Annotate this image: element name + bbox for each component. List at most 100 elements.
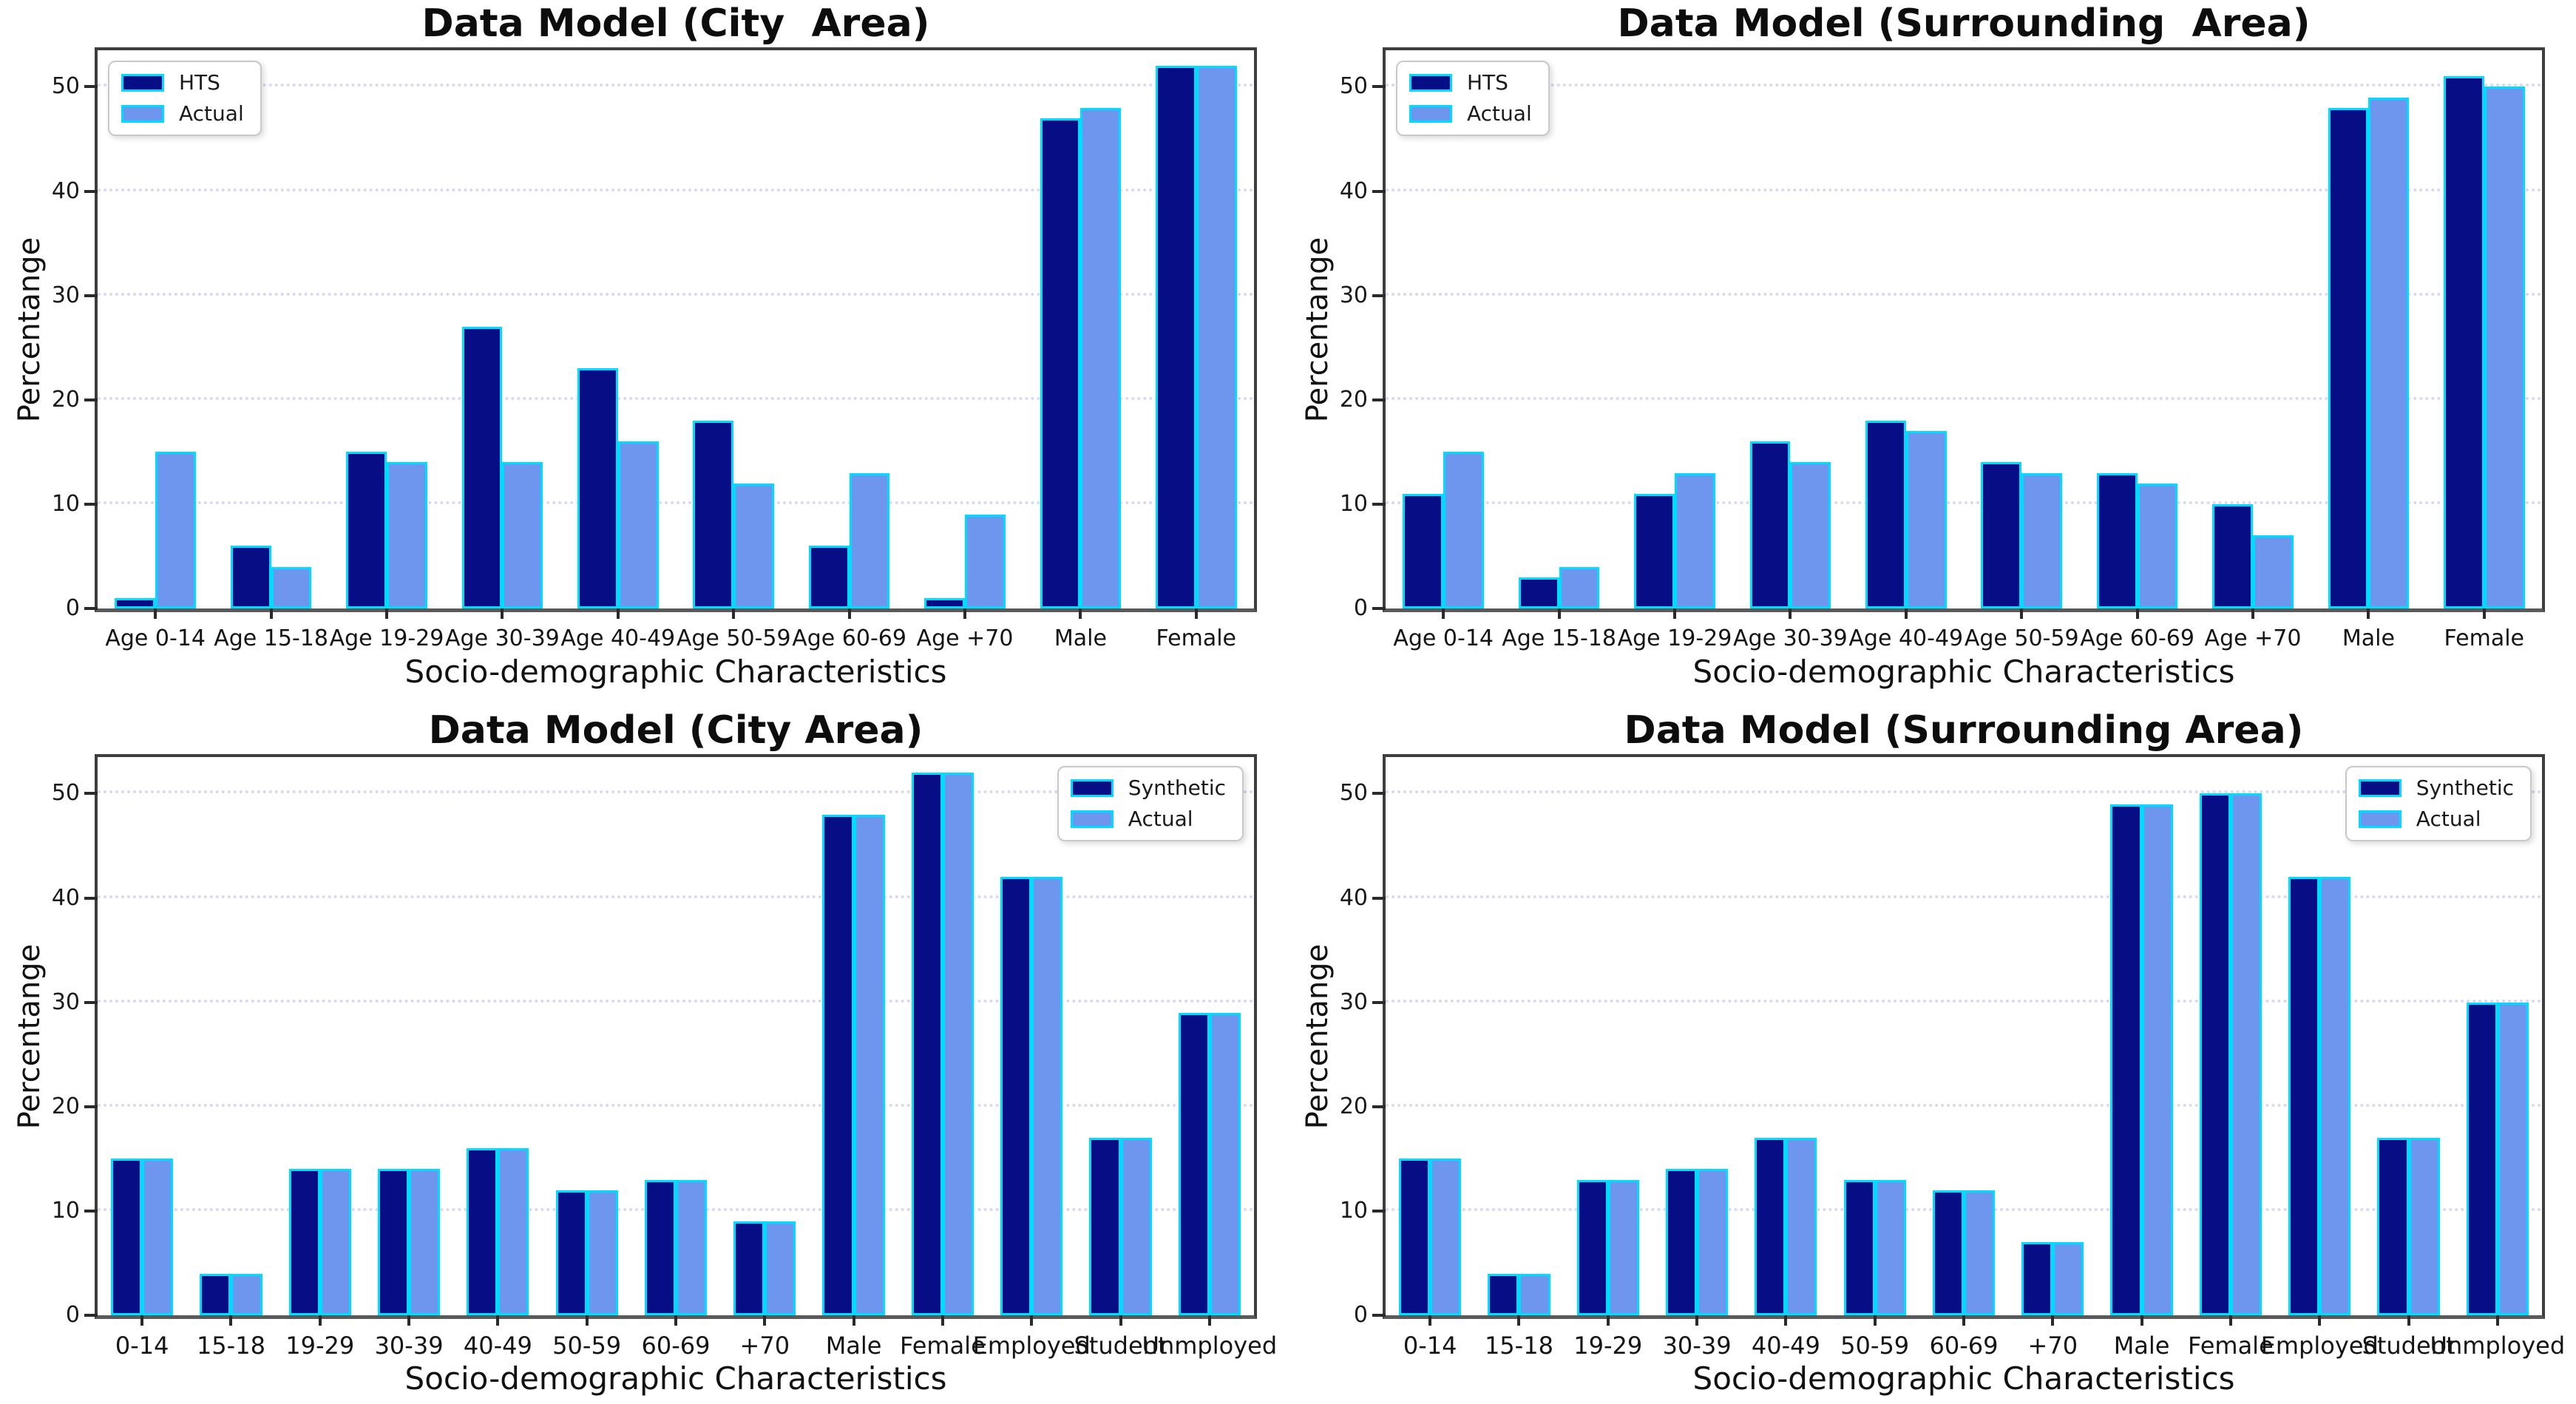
bar-group: Male — [809, 757, 898, 1359]
x-tick-label: 50-59 — [1840, 1332, 1910, 1360]
x-tick-label: 19-29 — [1573, 1332, 1643, 1360]
y-tick-label: 50 — [51, 73, 80, 100]
bar-actual — [1443, 452, 1484, 608]
bar-group: +70 — [2008, 757, 2097, 1359]
y-tick-label: 10 — [51, 1197, 80, 1224]
x-tick-mark — [963, 608, 966, 619]
bar-actual — [2230, 793, 2262, 1315]
x-tick-label: Age 30-39 — [445, 625, 560, 651]
x-tick-label: 50-59 — [552, 1332, 622, 1360]
bar-group: 40-49 — [453, 757, 542, 1359]
gridline-30 — [98, 292, 1254, 296]
legend-swatch-hts — [121, 74, 164, 92]
bar-actual — [1874, 1179, 1906, 1315]
bar-actual — [733, 483, 774, 608]
x-tick-mark — [407, 1315, 411, 1326]
x-tick-mark — [1442, 608, 1445, 619]
bar-hts — [2212, 503, 2253, 608]
bar-group: Employed — [2261, 757, 2379, 1359]
bar-hts — [1749, 441, 1791, 608]
y-tick-label: 40 — [51, 884, 80, 911]
y-tick-label: 20 — [1339, 1093, 1368, 1119]
bar-hts — [2444, 76, 2484, 608]
x-tick-mark — [1873, 1315, 1877, 1326]
y-tick-mark — [84, 896, 98, 900]
bar-actual — [1790, 462, 1831, 608]
bar-group: Male — [2097, 757, 2186, 1359]
x-tick-label: Male — [825, 1332, 882, 1360]
bar-group: 19-29 — [1564, 757, 1653, 1359]
x-tick-label: Age 19-29 — [1617, 625, 1732, 651]
chart-surrounding-area-age: Data Model (Surrounding Area) Percentang… — [1288, 0, 2576, 702]
y-tick-mark — [1372, 1314, 1386, 1317]
bar-synthetic — [111, 1159, 143, 1315]
bar-hts — [346, 452, 387, 608]
bar-group: Male — [2311, 50, 2426, 651]
bar-actual — [964, 515, 1006, 608]
bar-group: 60-69 — [631, 757, 720, 1359]
bar-hts — [1981, 462, 2022, 608]
bar-actual — [2137, 483, 2178, 608]
bar-group: Age 30-39 — [1732, 50, 1848, 651]
y-tick-mark — [84, 85, 98, 89]
x-tick-mark — [585, 1315, 589, 1326]
y-tick-mark — [1372, 1105, 1386, 1108]
bar-actual — [1697, 1169, 1729, 1315]
bar-actual — [586, 1190, 618, 1315]
legend: HTS Actual — [1396, 61, 1550, 136]
x-tick-label: Age 50-59 — [676, 625, 791, 651]
gridline-50 — [98, 790, 1254, 794]
legend-entry: Synthetic — [1070, 778, 1226, 798]
x-tick-mark — [1904, 608, 1908, 619]
bar-group: Female — [1139, 50, 1254, 651]
x-tick-mark — [2020, 608, 2024, 619]
legend-swatch-synthetic — [1070, 779, 1114, 797]
x-tick-mark — [1606, 1315, 1610, 1326]
bar-synthetic — [2466, 1002, 2498, 1315]
x-tick-label: Female — [2444, 625, 2525, 651]
y-tick-mark — [1372, 896, 1386, 900]
bar-synthetic — [288, 1169, 320, 1315]
y-tick-label: 40 — [1339, 884, 1368, 911]
gridline-50 — [98, 84, 1254, 87]
bar-actual — [849, 472, 890, 608]
bar-group: Student — [2362, 757, 2455, 1359]
bar-synthetic — [2110, 804, 2142, 1315]
gridline-30 — [1386, 292, 2542, 296]
legend-entry: HTS — [1409, 72, 1532, 93]
x-tick-mark — [1557, 608, 1561, 619]
legend-swatch-actual — [2358, 810, 2402, 828]
x-tick-mark — [852, 1315, 855, 1326]
bar-hts — [1040, 118, 1081, 608]
y-tick-mark — [1372, 85, 1386, 89]
bar-actual — [155, 452, 196, 608]
bar-hts — [1403, 493, 1444, 608]
legend-entry: Actual — [2358, 809, 2514, 830]
bar-group: Female — [898, 757, 987, 1359]
bar-actual — [1196, 66, 1237, 608]
bar-group: Employed — [973, 757, 1091, 1359]
bar-hts — [1518, 577, 1559, 608]
bar-group: Unmployed — [1142, 757, 1277, 1359]
x-tick-mark — [732, 608, 736, 619]
bar-synthetic — [1843, 1179, 1875, 1315]
x-axis-label: Socio-demographic Characteristics — [1692, 1360, 2235, 1397]
bar-actual — [1905, 431, 1947, 608]
gridline-40 — [98, 895, 1254, 898]
y-tick-label: 20 — [51, 386, 80, 413]
chart-city-area-full: Data Model (City Area) Percentange Synth… — [0, 702, 1288, 1404]
bar-actual — [2368, 97, 2410, 608]
chart-city-area-age: Data Model (City Area) Percentange HTS A… — [0, 0, 1288, 702]
bar-group: Age 50-59 — [1964, 50, 2079, 651]
x-axis-label: Socio-demographic Characteristics — [404, 654, 947, 690]
y-tick-mark — [1372, 398, 1386, 401]
y-tick-mark — [1372, 189, 1386, 193]
legend-label: Actual — [1467, 101, 1532, 126]
x-tick-mark — [2251, 608, 2254, 619]
x-tick-label: Employed — [972, 1332, 1091, 1360]
x-tick-label: Age 40-49 — [560, 625, 676, 651]
y-tick-label: 10 — [51, 490, 80, 517]
y-tick-mark — [84, 1105, 98, 1108]
x-tick-mark — [2140, 1315, 2143, 1326]
